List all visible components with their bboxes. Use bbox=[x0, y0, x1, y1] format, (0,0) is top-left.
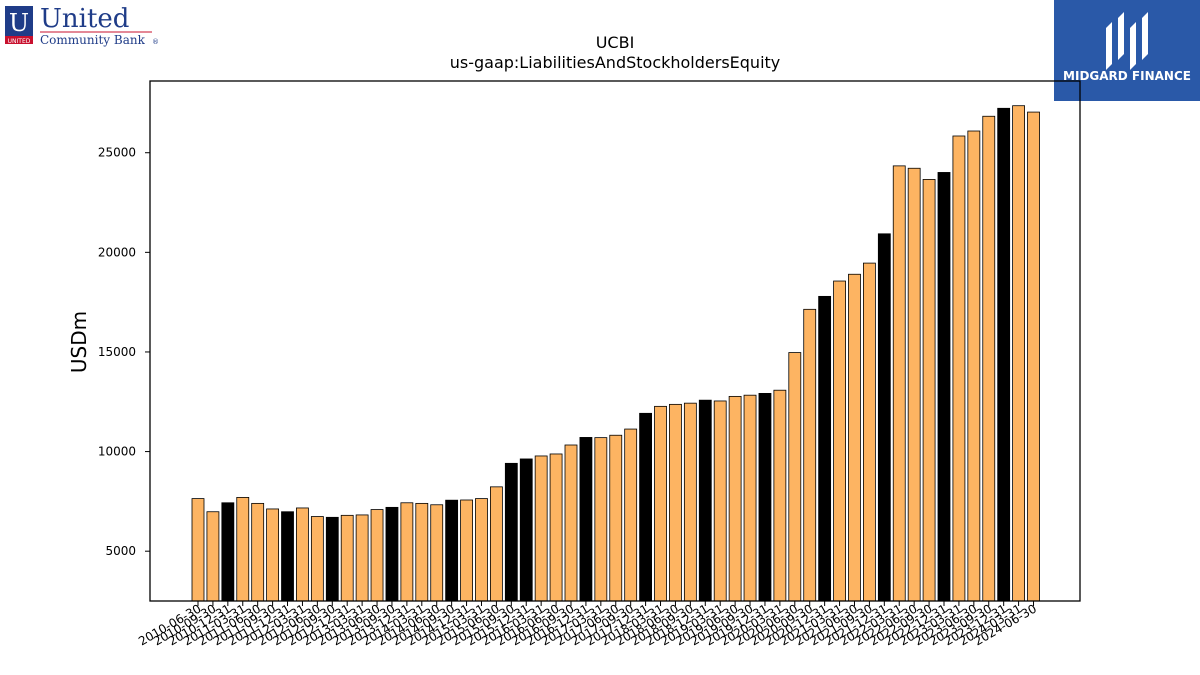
bar-2012-09-30 bbox=[325, 516, 339, 602]
bar-2021-03-31 bbox=[833, 280, 846, 602]
y-axis-label: USDm bbox=[67, 311, 91, 373]
united-community-bank-logo: U UNITED United Community Bank ® bbox=[4, 4, 164, 48]
chart-title: UCBI bbox=[596, 33, 635, 52]
bar-2014-06-30 bbox=[430, 504, 444, 602]
bar-2010-06-30 bbox=[191, 498, 205, 602]
bar-2022-09-30 bbox=[922, 179, 936, 602]
bar-2023-09-30 bbox=[982, 115, 996, 602]
bar-2022-06-30 bbox=[907, 167, 921, 602]
bar-2015-09-30 bbox=[504, 462, 518, 602]
bar-2014-03-31 bbox=[415, 502, 429, 602]
bar-2020-06-30 bbox=[788, 352, 802, 602]
bar-2012-12-31 bbox=[340, 514, 354, 602]
logo-name: United bbox=[40, 4, 129, 34]
y-tick-label: 25000 bbox=[98, 146, 136, 160]
bar-2011-09-30 bbox=[266, 508, 280, 602]
bar-2018-12-31 bbox=[698, 399, 712, 602]
bank-logo-graphic: U UNITED United Community Bank ® bbox=[5, 4, 159, 47]
bar-2018-09-30 bbox=[683, 402, 697, 602]
plot-frame bbox=[149, 80, 1081, 602]
chart-subtitle: us-gaap:LiabilitiesAndStockholdersEquity bbox=[450, 53, 781, 72]
bar-2017-06-30 bbox=[609, 434, 623, 602]
y-tick-label: 10000 bbox=[98, 445, 136, 459]
bar-2012-06-30 bbox=[310, 516, 324, 602]
bar-2016-12-31 bbox=[579, 437, 593, 602]
bar-2016-06-30 bbox=[549, 453, 563, 602]
bar-2023-03-31 bbox=[952, 135, 966, 602]
bar-2021-09-30 bbox=[863, 262, 876, 602]
bar-2010-12-31 bbox=[221, 502, 235, 602]
bar-2013-12-31 bbox=[400, 502, 414, 602]
bar-2023-12-31 bbox=[997, 107, 1011, 602]
y-tick-label: 5000 bbox=[105, 544, 136, 558]
y-tick-label: 20000 bbox=[98, 245, 136, 259]
logo-badge-letter: U bbox=[9, 9, 29, 37]
bar-2023-06-30 bbox=[967, 130, 981, 602]
bar-2021-12-31 bbox=[877, 233, 891, 602]
bar-series bbox=[191, 105, 1040, 602]
midgard-mark-icon bbox=[1106, 22, 1112, 70]
bar-2014-09-30 bbox=[445, 499, 459, 602]
bar-2018-06-30 bbox=[669, 403, 682, 602]
bar-2020-12-31 bbox=[818, 295, 832, 602]
midgard-finance-logo: MIDGARD FINANCE bbox=[1054, 0, 1200, 101]
bar-2015-12-31 bbox=[519, 458, 533, 602]
bar-2011-12-31 bbox=[281, 511, 294, 602]
bar-2012-03-31 bbox=[296, 507, 309, 602]
logo-badge-stripe bbox=[5, 36, 33, 44]
bar-2017-03-31 bbox=[594, 437, 608, 602]
bar-2019-06-30 bbox=[728, 395, 742, 602]
bar-2022-03-31 bbox=[892, 165, 906, 602]
bar-2016-09-30 bbox=[564, 444, 578, 602]
bar-2010-09-30 bbox=[206, 511, 220, 602]
bar-2024-03-31 bbox=[1012, 105, 1025, 602]
bar-2013-06-30 bbox=[370, 509, 384, 602]
bar-2013-03-31 bbox=[355, 514, 369, 602]
bar-2015-06-30 bbox=[489, 486, 503, 602]
bar-2019-09-30 bbox=[743, 394, 757, 602]
bar-2017-09-30 bbox=[624, 428, 638, 602]
bar-2019-12-31 bbox=[758, 392, 772, 602]
bar-2022-12-31 bbox=[937, 172, 951, 602]
bar-2020-09-30 bbox=[803, 308, 817, 602]
bar-2018-03-31 bbox=[654, 405, 667, 602]
bar-2024-06-30 bbox=[1027, 111, 1040, 602]
bar-2013-09-30 bbox=[385, 506, 399, 602]
bar-2017-12-31 bbox=[639, 412, 652, 602]
bar-2021-06-30 bbox=[848, 273, 861, 602]
logo-badge-caption: UNITED bbox=[8, 38, 31, 45]
bar-2011-03-31 bbox=[236, 496, 250, 602]
logo-subname: Community Bank bbox=[40, 33, 146, 47]
bar-2020-03-31 bbox=[773, 389, 787, 602]
logo-registered-mark: ® bbox=[152, 38, 159, 46]
y-axis-ticks: 5000 10000 15000 20000 25000 bbox=[98, 146, 150, 558]
bar-2015-03-31 bbox=[475, 498, 488, 602]
midgard-logo-graphic: MIDGARD FINANCE bbox=[1063, 12, 1191, 83]
y-tick-label: 15000 bbox=[98, 345, 136, 359]
midgard-logo-name: MIDGARD FINANCE bbox=[1063, 69, 1191, 83]
bar-2011-06-30 bbox=[251, 502, 265, 602]
bar-2019-03-31 bbox=[713, 400, 727, 602]
bar-2014-12-31 bbox=[460, 499, 473, 602]
bar-2016-03-31 bbox=[534, 455, 548, 602]
x-axis-ticks: 2010-06-302010-09-302010-12-312011-03-31… bbox=[136, 601, 1039, 648]
